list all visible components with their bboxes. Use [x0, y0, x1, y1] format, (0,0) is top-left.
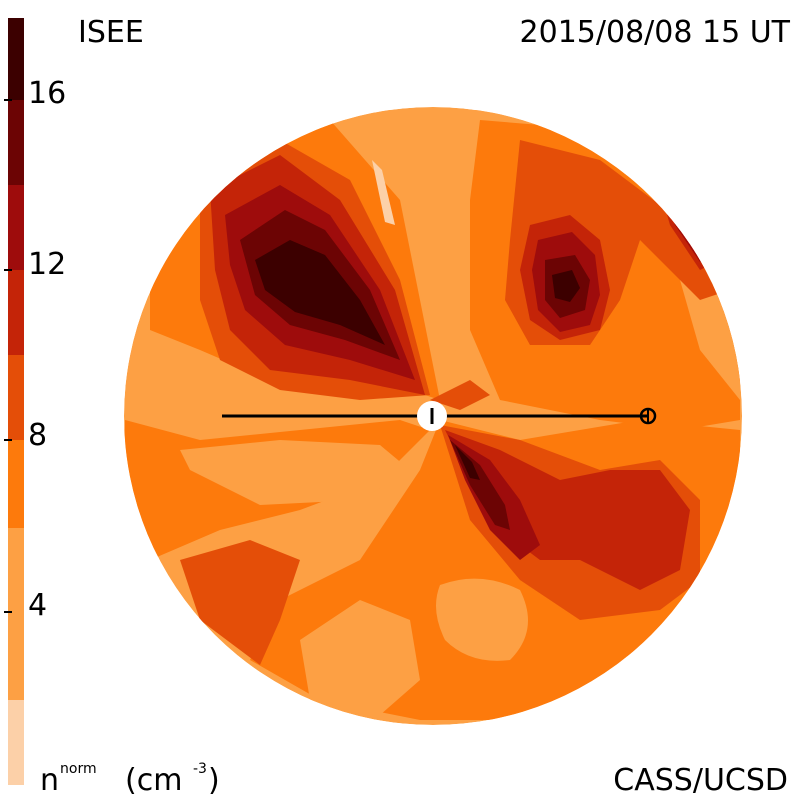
colorbar-segment [8, 270, 24, 355]
colorbar-segment [8, 700, 24, 785]
contour-region [255, 240, 385, 345]
unit-paren-close: ) [208, 763, 220, 798]
credit-label: CASS/UCSD [613, 763, 788, 798]
colorbar: 4 8 12 16 [4, 18, 66, 785]
header-timestamp: 2015/08/08 15 UT [520, 15, 791, 50]
colorbar-tick-label: 12 [28, 247, 66, 282]
unit-exponent: -3 [193, 761, 207, 777]
contour-region [552, 270, 580, 302]
earth-crosshair-icon [639, 407, 657, 425]
unit-paren-open: (cm [125, 763, 182, 798]
colorbar-segment [8, 18, 24, 100]
unit-super: norm [60, 761, 97, 777]
contour-region [180, 440, 410, 505]
header-left-title: ISEE [78, 15, 144, 50]
colorbar-segment [8, 100, 24, 185]
unit-main: n [40, 763, 59, 798]
contour-region [455, 445, 480, 480]
colorbar-segment [8, 440, 24, 528]
colorbar-tick-label: 16 [28, 76, 66, 111]
contour-region [300, 600, 420, 715]
colorbar-segment [8, 528, 24, 700]
contour-region [430, 380, 490, 410]
contour-region [180, 540, 300, 665]
colorbar-segment [8, 185, 24, 270]
unit-label: n norm (cm -3 ) [40, 761, 220, 798]
colorbar-tick-label: 4 [28, 588, 47, 623]
colorbar-tick-label: 8 [28, 418, 47, 453]
contour-region [436, 578, 528, 661]
colorbar-segment [8, 355, 24, 440]
sun-center-icon [417, 401, 447, 431]
contour-region [372, 160, 395, 225]
contour-region [445, 430, 690, 590]
